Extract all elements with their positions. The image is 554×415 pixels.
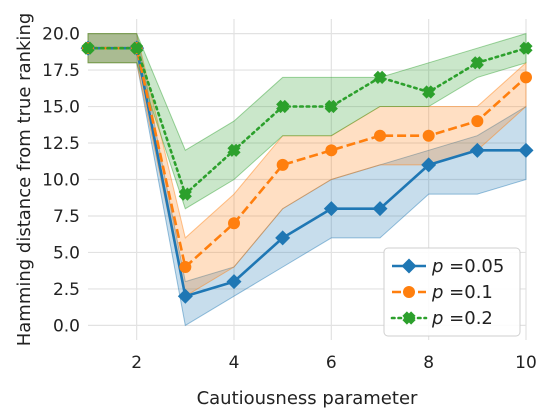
data-point	[373, 70, 387, 84]
x-tick-label: 6	[326, 353, 337, 373]
series-line	[86, 46, 528, 196]
data-point	[422, 129, 435, 142]
data-point	[325, 144, 338, 157]
data-point	[275, 230, 291, 246]
y-axis-label: Hamming distance from true ranking	[14, 13, 35, 347]
data-point	[130, 41, 144, 55]
y-tick-label: 10.0	[42, 171, 80, 191]
grid	[88, 19, 527, 340]
x-tick-label: 4	[229, 353, 240, 373]
data-point	[374, 129, 386, 142]
y-tick-label: 0.0	[53, 316, 80, 336]
data-point	[226, 274, 242, 290]
data-point	[518, 142, 534, 158]
tick-labels: 2 4 6 8 10 0.0 2.5 5.0 7.5 10.0 12.5 15.0 17.5 20.0	[42, 25, 537, 373]
data-point	[422, 85, 436, 99]
data-point	[470, 56, 484, 70]
legend: p =0.05 p =0.1 p =0.2	[383, 247, 521, 337]
series-lines	[86, 46, 528, 298]
data-point	[402, 311, 416, 325]
x-tick-label: 8	[423, 353, 434, 373]
confidence-band	[87, 33, 527, 297]
data-point	[519, 41, 533, 55]
y-tick-label: 2.5	[53, 280, 80, 300]
legend-label: p =0.2	[431, 308, 493, 329]
data-point	[228, 217, 240, 230]
legend-label: p =0.1	[431, 282, 493, 303]
data-point	[276, 99, 290, 114]
x-tick-label: 2	[131, 353, 142, 373]
series-line	[88, 46, 526, 298]
confidence-bands	[87, 32, 527, 327]
data-point	[403, 286, 415, 298]
data-point	[276, 158, 289, 171]
data-point	[469, 142, 485, 158]
data-point	[324, 99, 338, 114]
series-markers	[80, 40, 534, 304]
series-line	[88, 46, 527, 269]
data-point	[520, 71, 532, 84]
data-point	[372, 201, 388, 217]
data-point	[421, 157, 437, 173]
legend-label: p =0.05	[431, 256, 504, 277]
data-point	[177, 288, 193, 304]
data-point	[401, 258, 417, 274]
y-tick-label: 7.5	[53, 207, 80, 227]
x-tick-label: 10	[515, 353, 537, 373]
confidence-band	[87, 32, 527, 210]
y-tick-label: 12.5	[42, 134, 80, 154]
x-axis-label: Cautiousness parameter	[197, 388, 418, 409]
y-tick-label: 5.0	[53, 243, 80, 263]
confidence-band	[87, 33, 527, 327]
data-point	[81, 41, 95, 55]
data-point	[227, 143, 241, 157]
y-tick-label: 17.5	[42, 61, 80, 81]
data-point	[179, 261, 192, 274]
data-point	[178, 187, 192, 201]
y-tick-label: 20.0	[42, 25, 80, 45]
y-tick-label: 15.0	[42, 98, 80, 118]
data-point	[323, 201, 339, 217]
legend-box	[383, 247, 521, 337]
data-point	[471, 115, 484, 128]
